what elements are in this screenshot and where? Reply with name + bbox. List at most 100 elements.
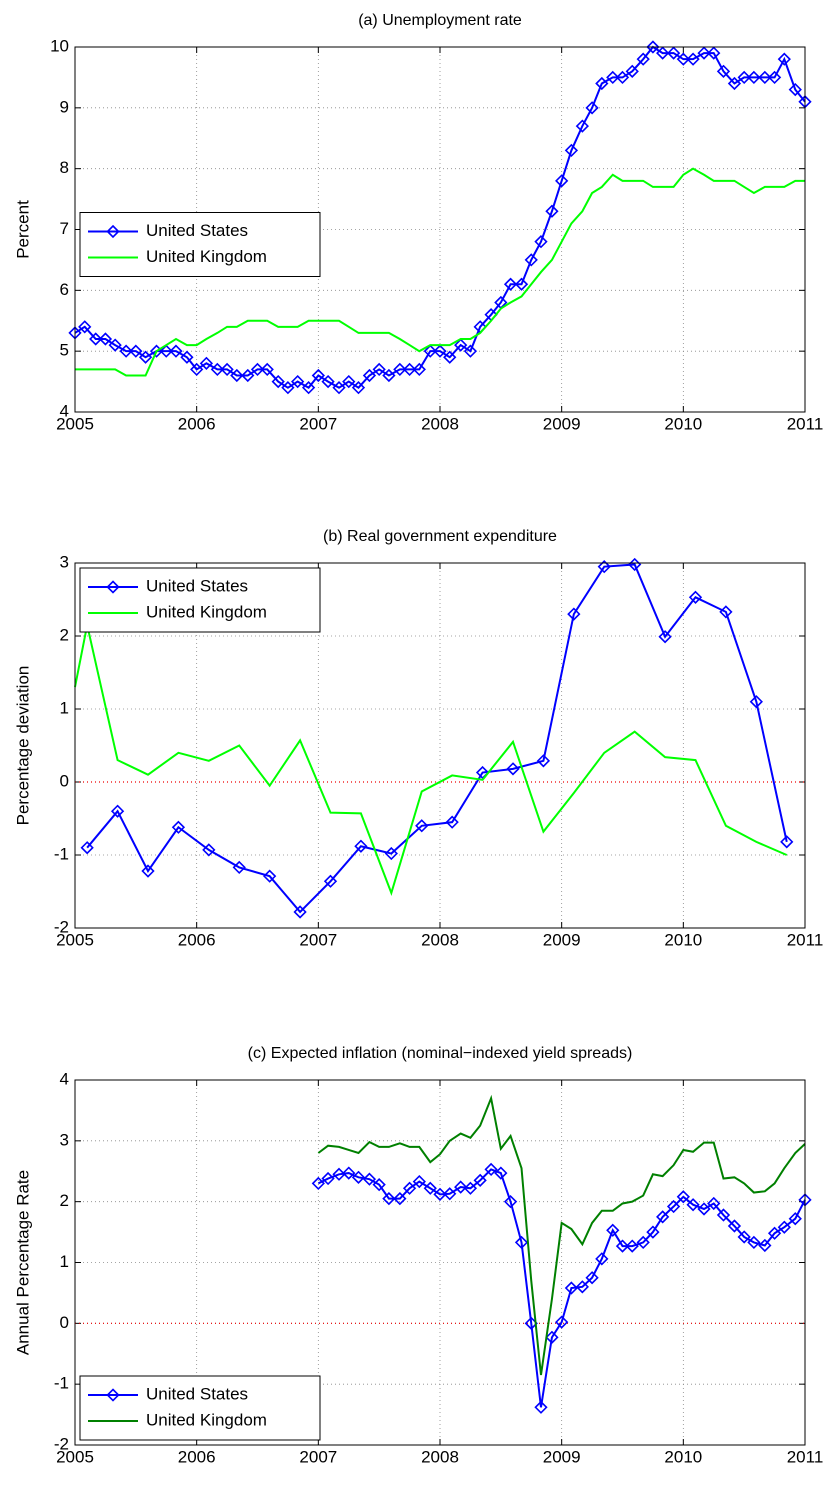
data-point [625,64,639,78]
data-point [260,362,274,377]
data-point [141,864,155,878]
y-tick-label: 6 [60,280,69,299]
y-tick-label: 0 [60,1313,69,1332]
data-point [758,1238,772,1253]
x-tick-label: 2005 [56,414,94,433]
data-point [190,362,204,377]
data-point [393,1191,407,1206]
data-point [656,46,670,60]
data-point [362,368,377,383]
data-point [585,101,599,115]
data-point [98,332,113,346]
x-tick-label: 2007 [299,1447,337,1466]
data-point [636,1235,650,1250]
plot-frame [74,1079,806,1446]
data-point [263,869,277,883]
plot-frame [74,46,806,413]
data-point [443,350,457,364]
data-point [534,1400,548,1414]
data-point [727,1219,742,1233]
data-point [737,1230,751,1244]
legend: United States United Kingdom [79,212,321,277]
data-point [697,46,711,60]
data-point [402,1181,417,1195]
y-axis-label: Annual Percentage Rate [13,1170,32,1355]
data-point [351,381,366,395]
data-point [716,64,731,78]
data-point [585,1271,599,1285]
legend-label: United States [146,576,248,595]
data-point [412,1174,426,1189]
data-point [658,630,672,644]
x-tick-label: 2005 [56,1447,94,1466]
x-tick-label: 2008 [421,1447,459,1466]
legend: United States United Kingdom [79,1375,321,1441]
data-point [423,1181,437,1195]
data-point [597,560,611,574]
series-line [86,563,788,914]
legend-label: United States [146,221,248,240]
data-point [656,1210,670,1224]
x-tick-label: 2008 [421,414,459,433]
y-tick-label: 4 [60,1069,69,1088]
legend-label: United Kingdom [146,602,267,621]
data-point [393,362,407,377]
data-point [311,368,325,383]
series-line [74,624,788,897]
data-point [686,1198,700,1212]
data-point [697,1202,711,1216]
data-point [676,1190,690,1204]
data-point [747,70,761,85]
data-point [332,1167,346,1181]
data-point [454,338,468,352]
x-tick-label: 2010 [664,414,702,433]
data-point [788,1212,802,1226]
data-point [475,765,490,780]
data-point [625,1239,639,1253]
legend-marker [106,1388,120,1402]
series-line [74,45,806,389]
data-point [595,76,609,91]
data-point [323,874,338,888]
data-point [463,344,478,358]
data-point [301,381,316,395]
y-tick-label: 3 [60,1130,69,1149]
data-point [382,1191,396,1206]
y-tick-label: 2 [60,1191,69,1210]
data-point [473,1173,487,1188]
x-tick-label: 2011 [787,930,824,949]
x-tick-label: 2006 [178,1447,216,1466]
x-tick-label: 2011 [787,1447,824,1466]
data-point [220,362,234,377]
data-point [777,1220,791,1234]
data-point [271,374,285,389]
legend: United States United Kingdom [79,567,321,633]
data-point [767,70,782,85]
data-point [110,804,125,818]
y-tick-label: 2 [60,625,69,644]
data-point [666,1199,681,1214]
y-tick-label: -2 [54,1434,69,1453]
data-point [567,607,581,621]
y-tick-label: -1 [54,1374,69,1393]
x-tick-label: 2009 [543,1447,581,1466]
data-point [423,344,437,358]
chart-title: (c) Expected inflation (nominal−indexed … [248,1045,633,1062]
y-tick-label: 0 [60,771,69,790]
data-point [321,1171,335,1186]
plot-frame [74,562,806,929]
data-point [332,381,346,395]
data-point [575,1280,589,1294]
legend-label: United Kingdom [146,247,267,266]
legend-box [79,567,321,633]
data-point [202,843,216,857]
x-tick-label: 2010 [664,1447,702,1466]
legend-box [79,1375,321,1441]
data-point [636,52,650,66]
data-point [454,1180,468,1194]
legend-box [79,212,321,277]
data-point [707,1196,721,1211]
data-point [159,344,173,358]
data-point [230,368,244,383]
data-point [293,905,307,919]
